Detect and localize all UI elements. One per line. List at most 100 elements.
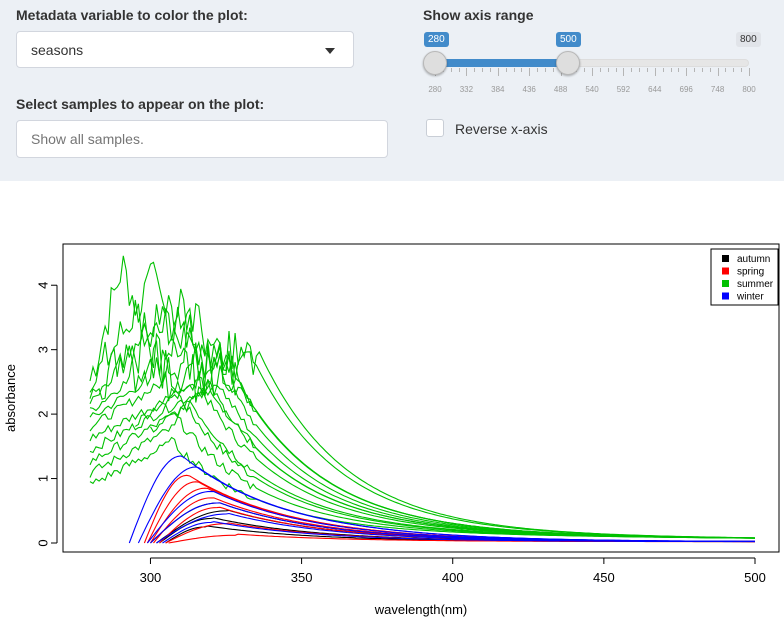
- controls-panel: Metadata variable to color the plot: sea…: [0, 0, 784, 181]
- x-tick-label: 300: [140, 570, 162, 585]
- slider-tick: [725, 68, 727, 72]
- slider-tick-label: 384: [491, 85, 505, 94]
- slider-tick: [639, 68, 641, 72]
- x-tick-label: 400: [442, 570, 464, 585]
- legend-label-winter: winter: [736, 292, 764, 303]
- sample-select-label: Select samples to appear on the plot:: [16, 96, 265, 112]
- slider-tick-label: 540: [585, 85, 599, 94]
- axis-range-label: Show axis range: [423, 7, 534, 23]
- slider-tick: [513, 68, 515, 72]
- slider-tick-label: 332: [459, 85, 474, 94]
- color-select-label: Metadata variable to color the plot:: [16, 7, 248, 23]
- slider-from-bubble: 280: [424, 32, 449, 47]
- slider-to-bubble: 500: [556, 32, 581, 47]
- slider-tick: [521, 68, 523, 72]
- slider-tick: [607, 68, 609, 72]
- slider-tick-label: 748: [710, 85, 725, 94]
- x-tick-label: 450: [593, 570, 615, 585]
- slider-tick: [623, 68, 625, 76]
- legend-swatch-autumn: [722, 255, 729, 262]
- slider-tick-label: 696: [679, 85, 693, 94]
- slider-to-handle[interactable]: [556, 51, 580, 75]
- slider-tick: [592, 68, 593, 76]
- slider-tick: [749, 68, 750, 76]
- slider-tick: [741, 68, 743, 72]
- slider-tick-label: 488: [553, 85, 568, 94]
- x-tick-label: 350: [291, 570, 313, 585]
- slider-tick-label: 280: [428, 85, 442, 94]
- y-tick-label: 1: [35, 475, 50, 482]
- series-line-summer: [89, 302, 755, 539]
- slider-tick: [717, 68, 719, 76]
- plot-frame: [62, 243, 780, 553]
- y-axis-label: absorbance: [3, 364, 18, 432]
- slider-tick: [670, 68, 672, 72]
- x-axis: 300 350 400 450 500: [140, 557, 766, 585]
- y-axis: 0 1 2 3 4: [35, 282, 58, 547]
- slider-tick: [552, 68, 554, 72]
- slider-tick: [544, 68, 546, 72]
- legend-swatch-spring: [722, 267, 729, 275]
- slider-from-handle[interactable]: [423, 51, 447, 75]
- absorbance-chart: 300 350 400 450 500 0 1 2 3 4 wavelength(nm) abs…: [3, 243, 780, 617]
- legend-swatch-summer: [722, 280, 729, 287]
- series-line-summer: [150, 350, 755, 539]
- legend-swatch-winter: [722, 292, 729, 300]
- axis-range-slider[interactable]: 280 332 384 436 488 540 592 644 696 748 800 280 50…: [422, 28, 762, 98]
- slider-tick: [615, 68, 617, 72]
- caret-down-icon: [325, 48, 335, 54]
- slider-tick: [489, 68, 491, 72]
- slider-selected-bar: [435, 59, 568, 67]
- slider-tick: [450, 68, 452, 72]
- slider-tick: [466, 68, 468, 76]
- y-tick-label: 2: [35, 410, 50, 417]
- series-line-spring: [143, 474, 755, 544]
- slider-tick: [694, 68, 696, 72]
- slider-tick: [584, 68, 586, 72]
- y-tick-label: 3: [35, 346, 50, 353]
- chart-curves: [89, 255, 756, 544]
- slider-ticks: [435, 68, 750, 78]
- series-line-summer: [89, 379, 756, 539]
- slider-tick: [709, 68, 711, 72]
- slider-tick: [646, 68, 648, 72]
- series-line-summer: [89, 288, 755, 539]
- y-tick-label: 4: [35, 282, 50, 289]
- slider-tick: [458, 68, 460, 72]
- y-tick-label: 0: [35, 539, 50, 546]
- slider-tick: [654, 68, 656, 76]
- slider-tick: [678, 68, 680, 72]
- slider-tick: [631, 68, 633, 72]
- slider-tick: [497, 68, 499, 76]
- x-tick-label: 500: [744, 570, 766, 585]
- reverse-axis-label: Reverse x-axis: [455, 121, 548, 137]
- slider-tick: [686, 68, 688, 76]
- slider-tick-label: 644: [648, 85, 662, 94]
- slider-tick: [733, 68, 735, 72]
- slider-tick: [482, 68, 484, 72]
- slider-tick-label: 800: [742, 85, 756, 94]
- sample-select-input[interactable]: [16, 120, 388, 158]
- series-line-summer: [89, 436, 755, 539]
- series-line-summer: [89, 329, 756, 539]
- slider-tick: [537, 68, 539, 72]
- slider-max-bubble: 800: [736, 32, 761, 47]
- slider-tick: [701, 68, 703, 72]
- slider-tick: [474, 68, 476, 72]
- series-line-summer: [135, 330, 755, 539]
- legend-label-autumn: autumn: [737, 254, 770, 265]
- reverse-axis-checkbox[interactable]: [426, 119, 444, 137]
- series-line-summer: [89, 295, 756, 539]
- x-axis-label: wavelength(nm): [374, 602, 468, 617]
- slider-tick-label: 592: [616, 85, 631, 94]
- slider-tick: [599, 68, 601, 72]
- slider-tick: [529, 68, 531, 76]
- slider-tick: [505, 68, 507, 72]
- slider-tick-label: 436: [522, 85, 536, 94]
- slider-tick: [662, 68, 664, 72]
- color-variable-select[interactable]: seasons: [16, 31, 354, 68]
- color-variable-value: seasons: [31, 42, 84, 58]
- legend-label-summer: summer: [737, 279, 774, 290]
- legend-label-spring: spring: [737, 267, 764, 278]
